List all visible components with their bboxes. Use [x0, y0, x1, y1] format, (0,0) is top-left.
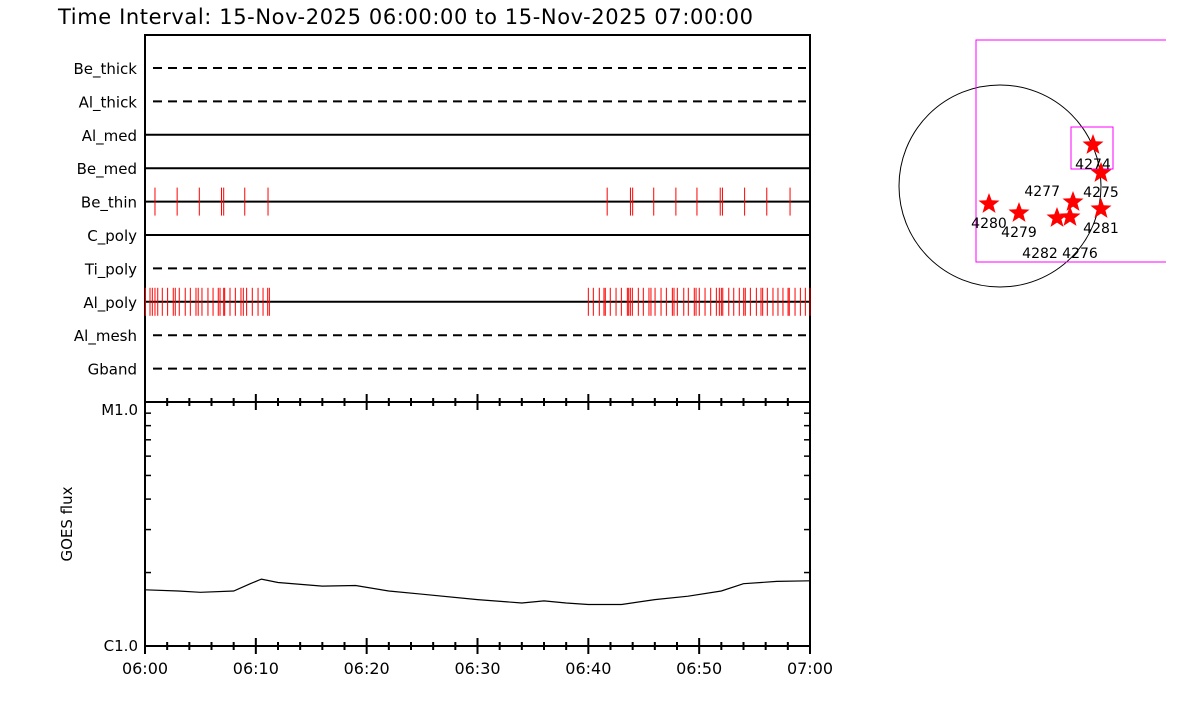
active-region-label: 4280: [971, 216, 1007, 232]
xrt-fov-box: [975, 39, 1166, 263]
goes-flux-panel: GOES flux 06:00 06:10 06:20 06:30 06:40 06:50…: [58, 394, 833, 678]
active-region-label: 4277: [1024, 184, 1060, 200]
active-region-star: [1082, 134, 1104, 154]
active-region-label: 4279: [1001, 225, 1037, 241]
solar-limb: [898, 84, 1102, 288]
active-region-star: [1059, 206, 1081, 226]
row-label-be_thin: Be_thin: [81, 194, 137, 213]
active-region-star: [1090, 198, 1112, 218]
row-label-c_poly: C_poly: [87, 227, 137, 246]
active-region-star: [978, 193, 1000, 213]
row-label-al_poly: Al_poly: [83, 294, 137, 313]
row-label-ti_poly: Ti_poly: [84, 260, 137, 279]
active-region-star: [1008, 202, 1030, 222]
goes-frame: [144, 401, 811, 647]
active-region-label: 4275: [1083, 185, 1119, 201]
x-tick-label: 06:30: [454, 659, 500, 678]
active-region-label: 4281: [1083, 221, 1119, 237]
x-tick-label: 06:00: [122, 659, 168, 678]
row-label-al_mesh: Al_mesh: [74, 327, 137, 346]
row-label-al_med: Al_med: [82, 127, 137, 146]
active-region-star: [1046, 207, 1068, 227]
row-label-be_thick: Be_thick: [73, 60, 137, 79]
active-region-label: 4282: [1022, 246, 1058, 262]
plot-title: Time Interval: 15-Nov-2025 06:00:00 to 1…: [57, 5, 754, 29]
row-label-gband: Gband: [88, 361, 137, 379]
row-label-be_med: Be_med: [77, 160, 137, 179]
active-region-star: [1090, 162, 1112, 182]
filter-timeline-panel: Be_thick Al_thick Al_med Be_med Be_thin C_pol…: [73, 34, 811, 403]
y-tick-label: C1.0: [104, 637, 138, 655]
active-region-label: 4274: [1075, 157, 1111, 173]
goes-ylabel: GOES flux: [58, 486, 76, 561]
timeline-frame: [144, 34, 811, 403]
x-tick-label: 06:50: [676, 659, 722, 678]
active-region-label: 4276: [1062, 246, 1098, 262]
x-tick-label: 06:20: [344, 659, 390, 678]
active-region-star: [1062, 191, 1084, 211]
y-tick-label: M1.0: [101, 401, 138, 419]
target-fov-box: [1070, 126, 1114, 170]
x-tick-label: 07:00: [787, 659, 833, 678]
x-tick-label: 06:10: [233, 659, 279, 678]
row-label-al_thick: Al_thick: [79, 93, 138, 112]
x-tick-label: 06:40: [565, 659, 611, 678]
goes-flux-line: [144, 578, 811, 606]
